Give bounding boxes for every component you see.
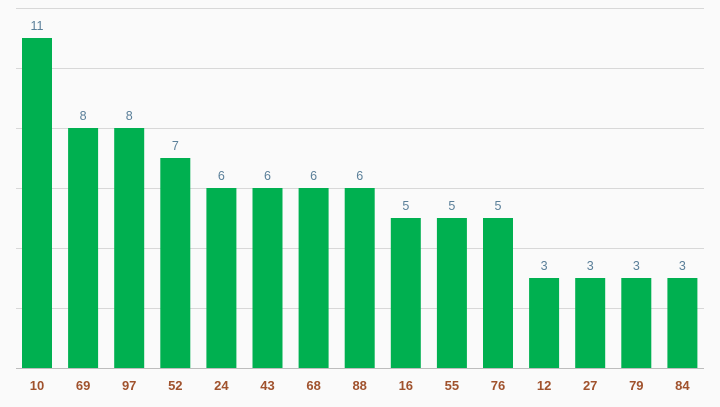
value-labels: 11 8 8 7 6 6 6 6 5 5 5 3 3 3 3	[31, 19, 686, 273]
x-tick-label: 27	[583, 378, 597, 393]
bar-27	[575, 278, 606, 368]
bar-value-label: 3	[633, 259, 640, 273]
x-tick-label: 97	[122, 378, 136, 393]
bar-value-label: 7	[172, 139, 179, 153]
bar-value-label: 5	[495, 199, 502, 213]
x-tick-label: 12	[537, 378, 551, 393]
bar-97	[114, 128, 145, 368]
bar-76	[483, 218, 513, 368]
bar-value-label: 6	[264, 169, 271, 183]
bar-value-label: 8	[126, 109, 133, 123]
bar-value-label: 11	[31, 19, 44, 33]
bar-68	[298, 188, 329, 368]
bar-43	[252, 188, 283, 368]
x-tick-label: 10	[30, 378, 44, 393]
bar-value-label: 6	[218, 169, 225, 183]
bar-value-label: 5	[448, 199, 455, 213]
bar-16	[390, 218, 421, 368]
bar-84	[667, 278, 698, 368]
bar-69	[68, 128, 99, 368]
bar-value-label: 3	[587, 259, 594, 273]
x-tick-label: 68	[306, 378, 320, 393]
x-tick-label: 24	[214, 378, 229, 393]
bar-value-label: 3	[679, 259, 686, 273]
x-tick-label: 69	[76, 378, 90, 393]
x-tick-label: 52	[168, 378, 182, 393]
x-axis-tick-labels: 10 69 97 52 24 43 68 88 16 55 76 12 27 79 84	[30, 378, 691, 393]
bar-12	[529, 278, 560, 368]
bar-10	[22, 38, 52, 368]
x-tick-label: 43	[260, 378, 274, 393]
bar-24	[206, 188, 237, 368]
x-tick-label: 55	[445, 378, 459, 393]
bar-88	[344, 188, 375, 368]
x-tick-label: 76	[491, 378, 505, 393]
bar-52	[160, 158, 191, 368]
x-tick-label: 88	[352, 378, 366, 393]
x-tick-label: 84	[675, 378, 690, 393]
bar-value-label: 6	[310, 169, 317, 183]
bar-value-label: 3	[541, 259, 548, 273]
bar-value-label: 8	[80, 109, 87, 123]
bar-series	[22, 38, 698, 368]
bar-value-label: 6	[356, 169, 363, 183]
x-tick-label: 79	[629, 378, 643, 393]
x-tick-label: 16	[399, 378, 413, 393]
bar-55	[436, 218, 467, 368]
bar-value-label: 5	[402, 199, 409, 213]
bar-79	[621, 278, 652, 368]
